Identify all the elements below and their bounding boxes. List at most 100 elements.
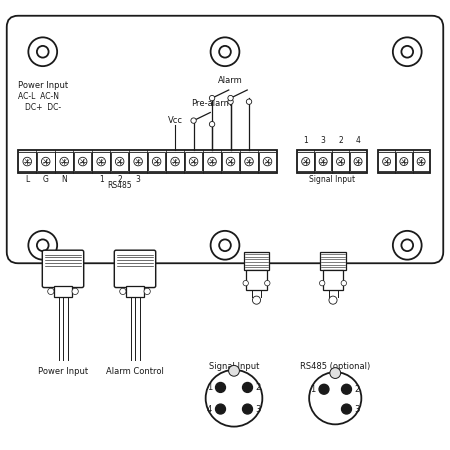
Bar [320,252,346,270]
Text: 3: 3 [321,136,326,145]
Circle shape [191,118,196,123]
Text: Power Input: Power Input [38,367,88,376]
Circle shape [209,95,215,101]
Circle shape [41,158,50,166]
Text: Vcc: Vcc [167,116,183,125]
FancyBboxPatch shape [42,250,84,288]
Circle shape [243,404,252,414]
Circle shape [330,368,341,378]
Bar [203,152,221,171]
Circle shape [393,37,422,66]
Circle shape [302,158,310,166]
Text: Power Input: Power Input [18,81,68,90]
Circle shape [400,158,408,166]
Bar [126,286,144,297]
Bar [244,252,269,270]
Bar [18,150,277,173]
Circle shape [341,280,346,286]
Circle shape [265,280,270,286]
Bar [55,152,73,171]
Bar [259,152,276,171]
Text: RS485 (optional): RS485 (optional) [300,362,370,371]
Circle shape [211,231,239,260]
Circle shape [393,231,422,260]
Circle shape [171,158,180,166]
Circle shape [37,46,49,58]
Bar [92,152,110,171]
Circle shape [206,370,262,427]
Bar [297,152,314,171]
Text: G: G [43,176,49,184]
Bar [37,152,54,171]
Circle shape [320,280,325,286]
Circle shape [226,158,235,166]
Bar [54,286,72,297]
Text: 1: 1 [310,385,316,394]
Circle shape [401,239,413,251]
Bar [148,152,166,171]
Text: DC+  DC-: DC+ DC- [25,104,61,112]
Text: Alarm Control: Alarm Control [106,367,164,376]
Bar [332,152,349,171]
Bar [323,270,343,290]
Circle shape [337,158,345,166]
Bar [413,152,429,171]
Bar [129,152,147,171]
Circle shape [219,46,231,58]
Text: 2: 2 [338,136,343,145]
Text: 3: 3 [355,405,360,414]
Text: Signal Input: Signal Input [209,362,259,371]
Bar [378,150,430,173]
Circle shape [134,158,142,166]
Circle shape [243,280,248,286]
Circle shape [23,158,32,166]
Circle shape [37,239,49,251]
FancyBboxPatch shape [114,250,156,288]
Circle shape [60,158,68,166]
Bar [74,152,91,171]
Circle shape [78,158,87,166]
Bar [297,150,367,173]
Circle shape [245,158,253,166]
Circle shape [342,404,351,414]
Circle shape [252,296,261,304]
Text: 4: 4 [356,136,360,145]
Text: Alarm: Alarm [218,76,243,85]
Circle shape [120,288,126,295]
Bar [166,152,184,171]
Text: Pre-alarm: Pre-alarm [191,99,232,108]
Circle shape [342,384,351,394]
Circle shape [144,288,150,295]
Circle shape [209,122,215,127]
Circle shape [219,239,231,251]
Circle shape [216,382,225,392]
Circle shape [243,382,252,392]
Circle shape [319,158,327,166]
Circle shape [263,158,272,166]
Circle shape [382,158,391,166]
Circle shape [211,37,239,66]
Text: 2: 2 [117,176,122,184]
Bar [18,152,36,171]
Text: 2: 2 [256,383,261,392]
Circle shape [329,296,337,304]
Text: 1: 1 [303,136,308,145]
Text: 4: 4 [207,405,212,414]
Bar [350,152,366,171]
Circle shape [216,404,225,414]
Text: 3: 3 [136,176,140,184]
Circle shape [28,231,57,260]
Circle shape [115,158,124,166]
Circle shape [417,158,425,166]
Bar [315,152,331,171]
Text: 1: 1 [99,176,104,184]
Bar [246,270,267,290]
Circle shape [319,384,329,394]
Text: 3: 3 [256,405,261,414]
Circle shape [208,158,216,166]
FancyBboxPatch shape [7,16,443,263]
Circle shape [309,372,361,424]
Circle shape [228,99,233,104]
Circle shape [48,288,54,295]
Text: 1: 1 [207,383,212,392]
